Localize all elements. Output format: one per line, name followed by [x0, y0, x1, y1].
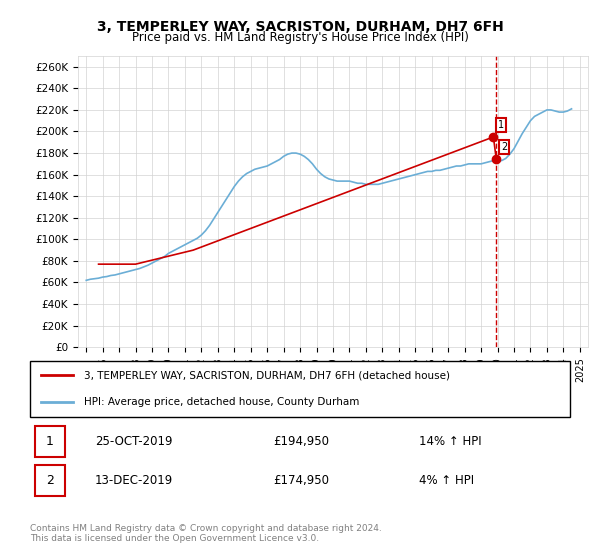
Text: 13-DEC-2019: 13-DEC-2019 — [95, 474, 173, 487]
Text: 3, TEMPERLEY WAY, SACRISTON, DURHAM, DH7 6FH (detached house): 3, TEMPERLEY WAY, SACRISTON, DURHAM, DH7… — [84, 370, 450, 380]
Text: Contains HM Land Registry data © Crown copyright and database right 2024.
This d: Contains HM Land Registry data © Crown c… — [30, 524, 382, 543]
Text: Price paid vs. HM Land Registry's House Price Index (HPI): Price paid vs. HM Land Registry's House … — [131, 31, 469, 44]
FancyBboxPatch shape — [35, 426, 65, 457]
FancyBboxPatch shape — [30, 361, 570, 417]
Text: 25-OCT-2019: 25-OCT-2019 — [95, 435, 172, 448]
Text: £194,950: £194,950 — [273, 435, 329, 448]
Text: £174,950: £174,950 — [273, 474, 329, 487]
Text: 4% ↑ HPI: 4% ↑ HPI — [419, 474, 474, 487]
Text: 2: 2 — [46, 474, 54, 487]
FancyBboxPatch shape — [35, 465, 65, 496]
Text: HPI: Average price, detached house, County Durham: HPI: Average price, detached house, Coun… — [84, 396, 359, 407]
Text: 3, TEMPERLEY WAY, SACRISTON, DURHAM, DH7 6FH: 3, TEMPERLEY WAY, SACRISTON, DURHAM, DH7… — [97, 20, 503, 34]
Text: 2: 2 — [501, 142, 508, 152]
Text: 1: 1 — [46, 435, 54, 448]
Text: 1: 1 — [499, 120, 505, 130]
Text: 14% ↑ HPI: 14% ↑ HPI — [419, 435, 481, 448]
